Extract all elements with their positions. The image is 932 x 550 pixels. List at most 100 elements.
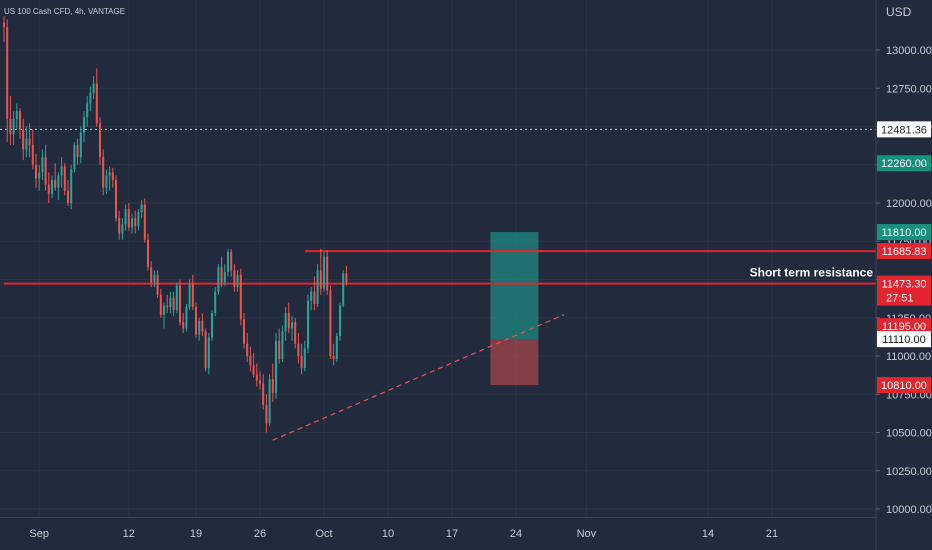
candle[interactable] [342, 273, 345, 306]
candle[interactable] [262, 383, 265, 405]
candle[interactable] [182, 322, 185, 329]
candle[interactable] [57, 175, 60, 188]
candle[interactable] [319, 270, 322, 289]
candle[interactable] [313, 291, 316, 304]
candle[interactable] [284, 313, 287, 332]
candle[interactable] [44, 157, 47, 185]
candle[interactable] [265, 404, 268, 424]
candle[interactable] [195, 307, 197, 335]
candle[interactable] [185, 307, 188, 329]
candle[interactable] [99, 123, 101, 158]
candle[interactable] [28, 138, 31, 145]
candle[interactable] [83, 117, 85, 133]
candle[interactable] [137, 212, 140, 226]
candle[interactable] [35, 164, 37, 179]
candle[interactable] [111, 172, 114, 181]
candle[interactable] [335, 336, 338, 360]
candle[interactable] [332, 356, 335, 360]
candle[interactable] [281, 331, 284, 360]
candle[interactable] [175, 285, 178, 311]
candle[interactable] [47, 184, 50, 194]
candle[interactable] [303, 348, 306, 369]
candle[interactable] [121, 224, 124, 234]
candle[interactable] [9, 118, 12, 135]
candle[interactable] [41, 157, 44, 173]
candle[interactable] [172, 297, 175, 311]
candle[interactable] [307, 300, 309, 349]
candle[interactable] [105, 175, 108, 188]
candle[interactable] [236, 274, 239, 288]
candle[interactable] [166, 305, 169, 308]
candle[interactable] [291, 322, 293, 329]
candle[interactable] [51, 180, 53, 194]
candle[interactable] [252, 365, 255, 375]
candle[interactable] [345, 273, 348, 283]
candle[interactable] [278, 340, 281, 360]
candle[interactable] [179, 285, 181, 323]
candle[interactable] [201, 320, 204, 332]
candle[interactable] [294, 322, 297, 344]
candle[interactable] [118, 218, 121, 234]
candle[interactable] [233, 270, 236, 288]
candle[interactable] [31, 144, 34, 165]
candle[interactable] [297, 343, 300, 356]
candle[interactable] [12, 118, 15, 135]
candle[interactable] [271, 378, 274, 393]
candle[interactable] [115, 180, 117, 219]
candle[interactable] [207, 337, 210, 369]
candle[interactable] [230, 251, 233, 271]
candle[interactable] [150, 267, 153, 283]
plot-area[interactable]: Short term resistance [0, 16, 876, 441]
candle[interactable] [310, 291, 313, 301]
candle[interactable] [95, 83, 98, 124]
candle[interactable] [339, 305, 341, 337]
candle[interactable] [147, 239, 149, 268]
candle[interactable] [15, 111, 18, 119]
candle[interactable] [92, 83, 95, 93]
candle[interactable] [326, 256, 329, 291]
candle[interactable] [239, 274, 242, 320]
candle[interactable] [86, 103, 89, 118]
candle[interactable] [108, 172, 111, 176]
candle[interactable] [25, 138, 28, 150]
candle[interactable] [143, 204, 146, 240]
candle[interactable] [131, 218, 133, 228]
candle[interactable] [214, 291, 217, 314]
candle[interactable] [329, 290, 332, 356]
candle[interactable] [268, 378, 271, 424]
support-trendline[interactable] [272, 314, 565, 441]
candle[interactable] [246, 343, 249, 356]
candle[interactable] [38, 172, 41, 179]
candle[interactable] [102, 157, 105, 188]
candle[interactable] [60, 166, 63, 176]
candle[interactable] [19, 111, 21, 130]
candle[interactable] [67, 190, 69, 203]
candle[interactable] [316, 270, 319, 304]
candle[interactable] [79, 132, 82, 158]
candle[interactable] [76, 144, 79, 158]
candle[interactable] [249, 356, 252, 366]
candle[interactable] [6, 27, 9, 119]
candle[interactable] [156, 274, 159, 295]
candle[interactable] [3, 22, 5, 28]
candle[interactable] [204, 331, 207, 369]
candle[interactable] [159, 294, 162, 315]
candle[interactable] [259, 380, 261, 384]
candle[interactable] [169, 297, 172, 308]
candle[interactable] [188, 284, 191, 308]
candle[interactable] [198, 320, 201, 335]
candle[interactable] [223, 271, 226, 283]
candle[interactable] [89, 92, 92, 104]
candle[interactable] [153, 274, 156, 283]
candle[interactable] [275, 340, 277, 393]
candle[interactable] [243, 319, 245, 344]
candle[interactable] [140, 204, 143, 213]
position-profit-zone[interactable] [490, 232, 539, 340]
time-axis[interactable]: Sep 12 19 26 Oct 10 17 24 Nov 14 21 [29, 528, 778, 540]
candle[interactable] [124, 209, 127, 225]
candle[interactable] [255, 374, 258, 381]
candle[interactable] [54, 180, 57, 188]
candle[interactable] [70, 169, 73, 203]
position-loss-zone[interactable] [490, 339, 539, 386]
candle[interactable] [220, 267, 223, 283]
